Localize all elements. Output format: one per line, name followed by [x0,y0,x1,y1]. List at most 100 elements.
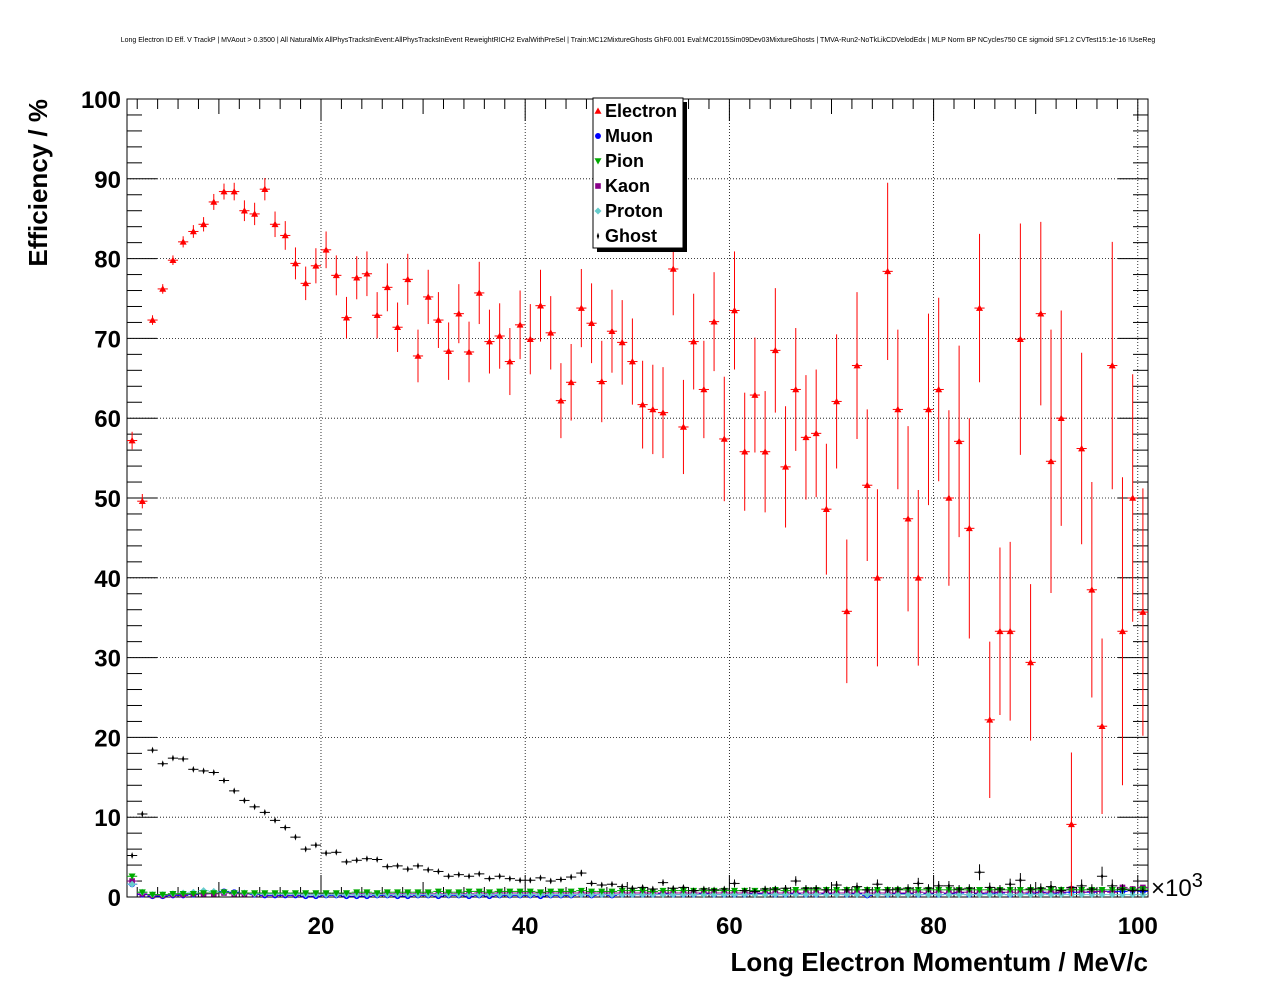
marker-pion [1098,887,1106,894]
data-point [310,248,321,284]
marker-proton [1098,891,1106,899]
data-point [127,873,138,880]
marker-pion [210,890,218,897]
marker-electron [792,385,800,393]
data-point [984,641,995,799]
marker-electron [496,332,504,339]
data-point [280,824,291,832]
marker-electron [679,423,687,430]
data-point [923,884,934,893]
marker-electron [312,262,320,269]
marker-pion [873,887,881,894]
marker-electron [159,285,167,292]
marker-electron [873,574,881,581]
marker-pion [230,890,238,897]
data-point [617,887,628,895]
marker-electron [618,338,626,346]
marker-proton [669,891,677,899]
data-point [514,290,526,360]
data-point [811,369,822,498]
data-point [423,866,434,874]
legend-marker-pion [594,158,602,165]
marker-electron [1037,310,1045,317]
marker-electron [833,397,841,405]
data-point [841,539,852,684]
marker-pion [455,889,463,896]
data-point [474,261,485,325]
marker-proton [924,891,932,899]
marker-electron [251,210,259,217]
data-point [290,890,301,897]
data-point [821,891,832,899]
data-point [218,776,230,784]
data-point [596,888,607,895]
data-point [545,877,556,885]
marker-electron [240,207,248,214]
marker-ghost [641,883,644,891]
data-point [1137,886,1148,895]
marker-ghost [569,873,573,881]
y-tick-label: 80 [94,247,121,274]
marker-electron [220,188,228,195]
marker-electron [884,267,892,275]
marker-ghost [906,884,910,892]
data-point [351,856,362,864]
data-point [167,891,179,898]
y-tick-label: 40 [94,566,121,593]
data-point [678,891,689,899]
marker-ghost [508,875,512,883]
data-point [137,810,148,818]
marker-electron [782,463,790,470]
data-point [780,884,791,892]
marker-proton [853,891,861,899]
data-point [463,321,475,383]
marker-pion [189,891,197,898]
data-point [1107,879,1118,893]
data-point [341,890,352,897]
marker-ghost [488,875,491,883]
marker-proton [1037,891,1045,899]
marker-proton [628,891,636,899]
marker-electron [639,401,647,408]
marker-electron [1098,722,1106,730]
marker-proton [710,891,718,899]
data-point [1035,891,1046,899]
marker-ghost [141,810,144,818]
data-point [127,852,138,860]
data-point [790,876,801,886]
data-point [178,236,189,248]
marker-ghost [212,769,216,777]
x-exponent-base: ×10 [1151,875,1192,902]
data-point [402,889,413,896]
data-point [320,231,332,269]
data-point [147,891,158,899]
marker-electron [935,385,943,393]
marker-ghost [804,884,808,892]
data-point [127,880,138,888]
data-point [1117,477,1128,786]
data-point [249,890,260,897]
data-point [208,890,219,897]
data-point [964,884,975,893]
data-point [484,889,495,896]
marker-ghost [1100,872,1104,880]
marker-ghost [927,884,930,892]
marker-ghost [631,884,634,892]
marker-pion [353,889,361,896]
marker-electron [802,433,810,441]
data-point [280,221,291,250]
data-point [811,884,822,892]
data-point [310,890,321,897]
marker-ghost [1049,883,1053,891]
data-point [790,328,801,451]
data-point [994,885,1006,894]
marker-electron [628,358,636,365]
data-point [463,888,475,895]
marker-electron [567,378,575,386]
y-axis-title: Efficiency / % [23,99,53,267]
data-point [494,888,505,895]
marker-ghost [447,872,450,880]
data-point [1086,891,1097,899]
marker-proton [945,891,953,899]
marker-pion [465,888,473,895]
